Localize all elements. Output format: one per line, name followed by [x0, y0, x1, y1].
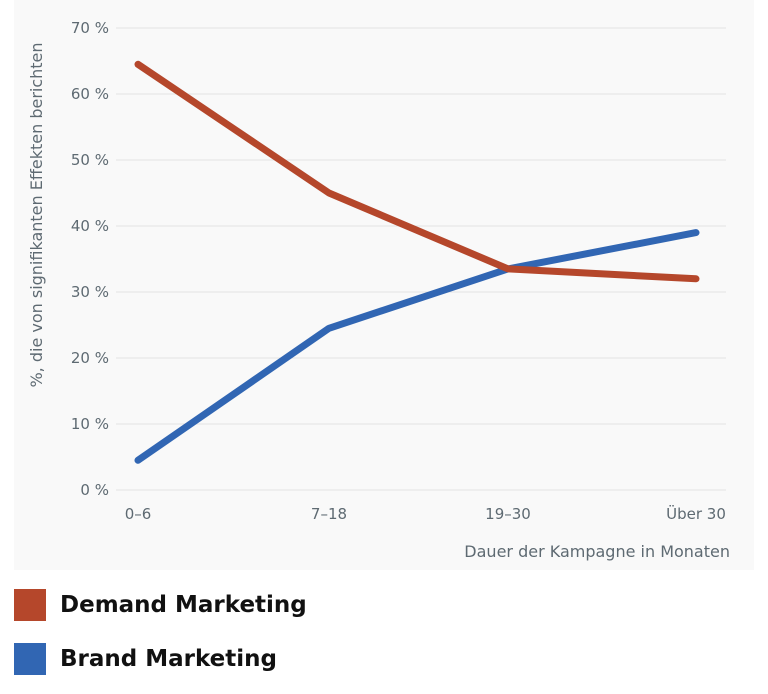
legend-swatch-demand-marketing: [14, 589, 46, 621]
series-line-brand-marketing: [134, 229, 700, 464]
x-tick-label: Über 30: [666, 504, 726, 523]
legend-label: Demand Marketing: [60, 592, 307, 618]
y-axis-ticks: 0 % 10 % 20 % 30 % 40 % 50 % 60 % 70 %: [71, 19, 109, 499]
y-tick-label: 30 %: [71, 283, 109, 301]
y-tick-label: 70 %: [71, 19, 109, 37]
chart-panel: 0 % 10 % 20 % 30 % 40 % 50 % 60 % 70 % 0–6 7–18 1…: [14, 0, 754, 570]
legend-label: Brand Marketing: [60, 646, 277, 672]
legend: Demand Marketing Brand Marketing: [14, 586, 307, 694]
x-tick-label: 19–30: [485, 505, 531, 523]
x-tick-label: 7–18: [311, 505, 347, 523]
y-tick-label: 20 %: [71, 349, 109, 367]
y-axis-title: %, die von signifikanten Effekten berich…: [27, 42, 46, 387]
line-chart: 0 % 10 % 20 % 30 % 40 % 50 % 60 % 70 % 0–6 7–18 1…: [27, 19, 730, 561]
y-tick-label: 40 %: [71, 217, 109, 235]
legend-item-demand-marketing: Demand Marketing: [14, 586, 307, 624]
y-tick-label: 0 %: [80, 481, 109, 499]
x-tick-label: 0–6: [125, 505, 152, 523]
x-axis-title: Dauer der Kampagne in Monaten: [464, 542, 730, 561]
y-tick-label: 60 %: [71, 85, 109, 103]
series-line-demand-marketing: [134, 60, 700, 283]
x-axis-ticks: 0–6 7–18 19–30 Über 30: [125, 504, 726, 523]
legend-swatch-brand-marketing: [14, 643, 46, 675]
y-tick-label: 10 %: [71, 415, 109, 433]
series-lines: [134, 60, 700, 464]
gridlines: [116, 27, 726, 491]
legend-item-brand-marketing: Brand Marketing: [14, 640, 307, 678]
y-tick-label: 50 %: [71, 151, 109, 169]
